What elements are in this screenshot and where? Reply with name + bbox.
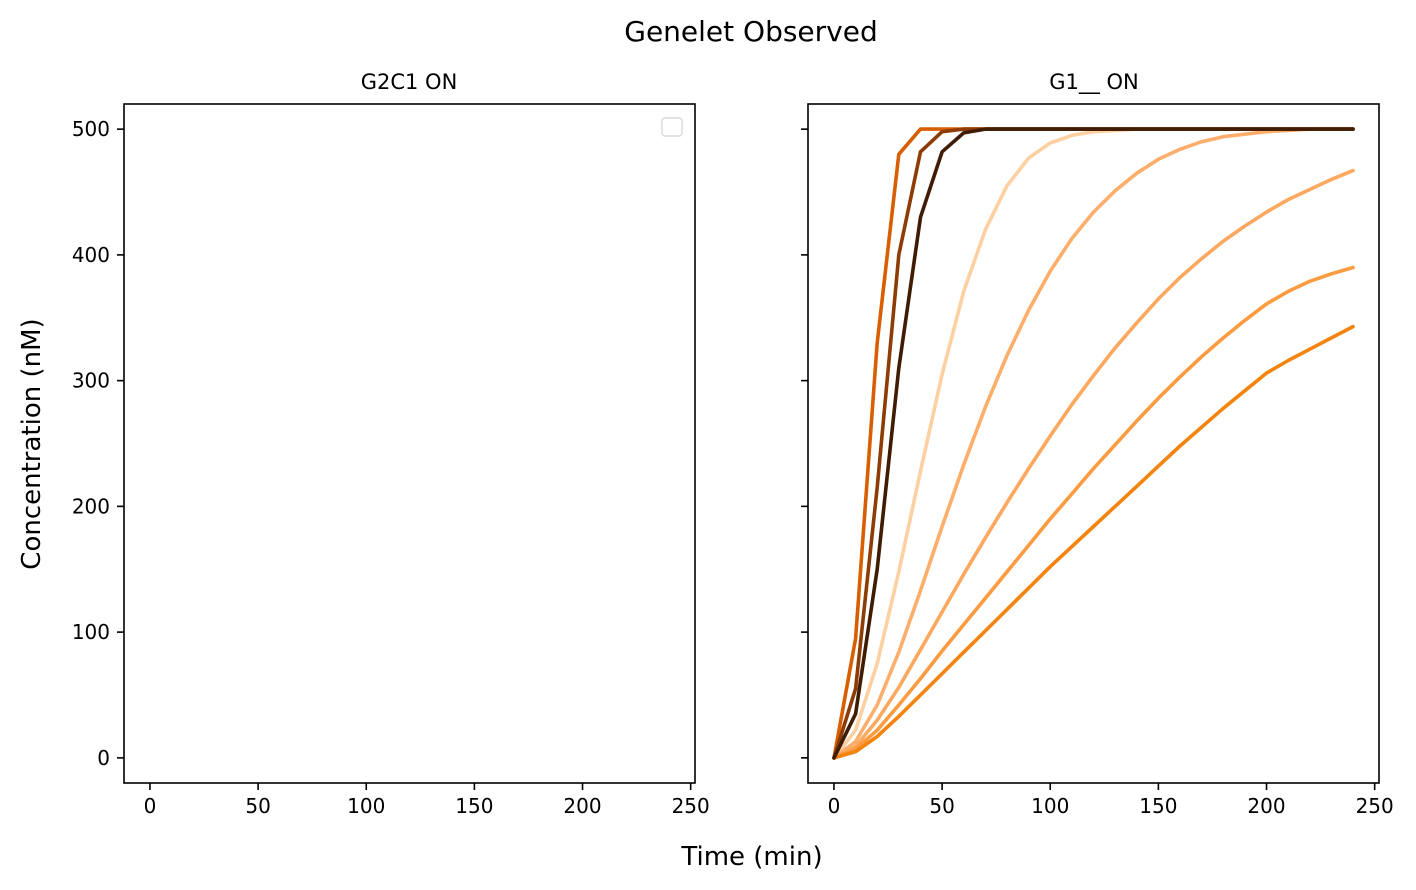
y-tick-label: 400 <box>72 243 110 267</box>
x-tick-label: 250 <box>672 794 710 818</box>
x-tick-label: 0 <box>828 794 841 818</box>
series-line-5 <box>832 324 1355 760</box>
series-lines <box>832 127 1355 760</box>
x-tick-label: 250 <box>1356 794 1394 818</box>
series-line-2 <box>832 127 1355 760</box>
series-line-3 <box>832 168 1355 760</box>
x-axis-label: Time (min) <box>680 842 822 872</box>
subplot-title: G2C1 ON <box>361 70 458 94</box>
plot-frame <box>807 103 1380 784</box>
x-tick-label: 200 <box>563 794 601 818</box>
series-line-8 <box>832 127 1355 760</box>
subplot-g1-on: G1__ ON 0 50 100 150 200 250 <box>801 70 1394 818</box>
empty-legend-box <box>661 117 683 137</box>
subplot-title: G1__ ON <box>1049 70 1139 95</box>
subplot-g2c1-on: G2C1 ON 0 50 100 150 200 250 0 100 200 300 400 500 <box>72 70 710 818</box>
axis-ticks: 0 50 100 150 200 250 <box>801 128 1394 818</box>
x-tick-label: 200 <box>1247 794 1285 818</box>
y-tick-label: 300 <box>72 369 110 393</box>
y-axis-label: Concentration (nM) <box>17 318 47 569</box>
x-tick-label: 50 <box>929 794 954 818</box>
x-tick-label: 150 <box>455 794 493 818</box>
x-tick-label: 0 <box>144 794 157 818</box>
x-tick-label: 150 <box>1139 794 1177 818</box>
y-tick-label: 0 <box>97 746 110 770</box>
x-tick-label: 100 <box>1031 794 1069 818</box>
x-tick-label: 100 <box>347 794 385 818</box>
y-tick-label: 500 <box>72 117 110 141</box>
axis-ticks: 0 50 100 150 200 250 0 100 200 300 400 500 <box>72 117 710 818</box>
y-tick-label: 100 <box>72 620 110 644</box>
x-tick-label: 50 <box>245 794 270 818</box>
plot-frame <box>123 103 696 784</box>
figure-title: Genelet Observed <box>624 15 878 48</box>
y-tick-label: 200 <box>72 494 110 518</box>
series-line-4 <box>832 265 1355 760</box>
